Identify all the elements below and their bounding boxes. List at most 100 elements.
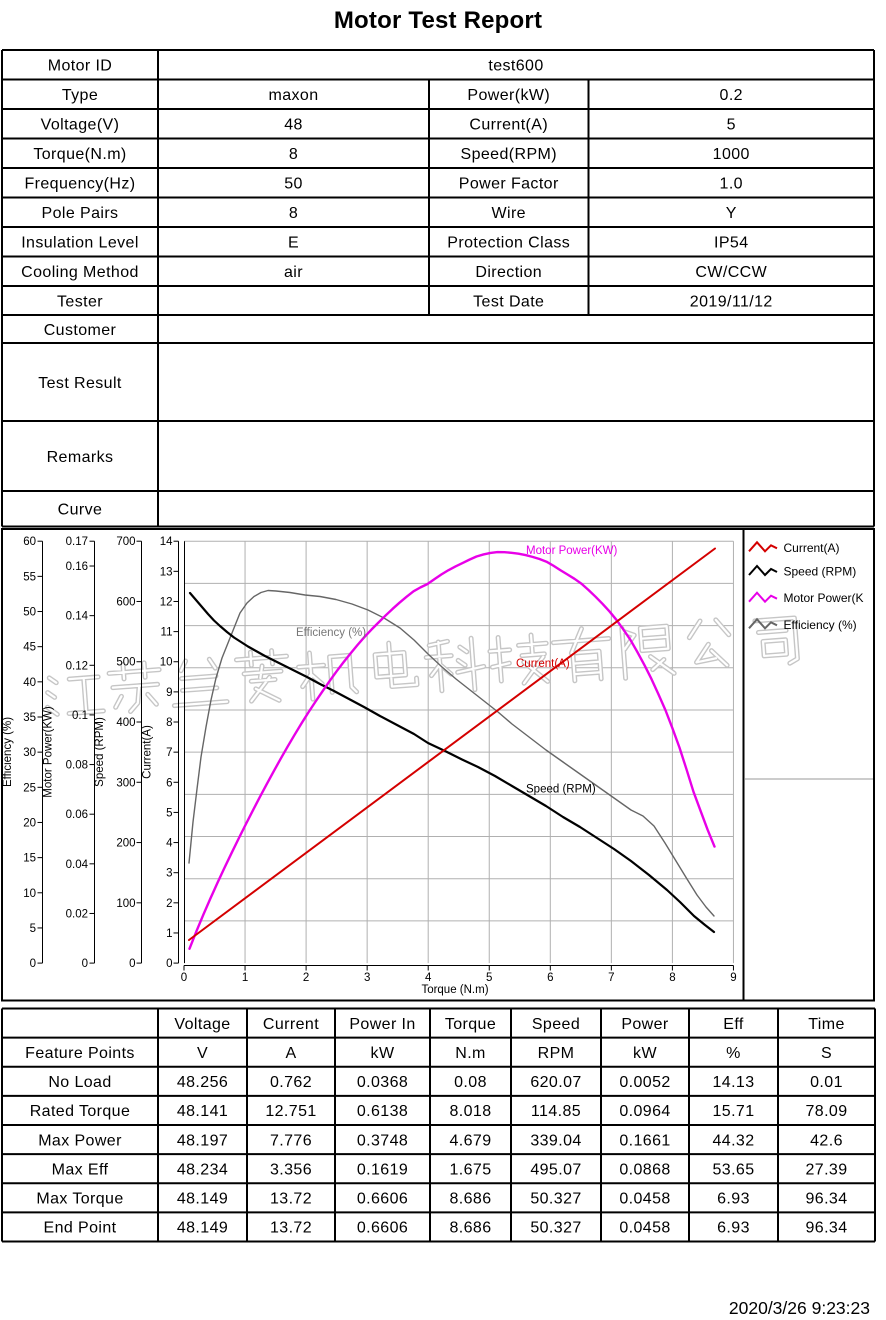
svg-text:44.32: 44.32 bbox=[712, 1132, 754, 1149]
svg-text:48.256: 48.256 bbox=[177, 1074, 228, 1091]
svg-text:1000: 1000 bbox=[713, 146, 750, 163]
svg-text:10: 10 bbox=[23, 888, 36, 900]
svg-text:CW/CCW: CW/CCW bbox=[695, 264, 767, 281]
svg-text:0.06: 0.06 bbox=[66, 809, 88, 821]
svg-text:test600: test600 bbox=[488, 58, 543, 75]
svg-text:15: 15 bbox=[23, 853, 36, 865]
svg-text:50: 50 bbox=[284, 176, 303, 193]
svg-text:5: 5 bbox=[727, 117, 736, 134]
svg-text:Pole Pairs: Pole Pairs bbox=[42, 205, 119, 222]
svg-text:Y: Y bbox=[726, 205, 737, 222]
svg-text:0: 0 bbox=[166, 958, 172, 970]
svg-text:0.2: 0.2 bbox=[720, 87, 743, 104]
svg-text:0.0868: 0.0868 bbox=[619, 1161, 670, 1178]
svg-text:8.686: 8.686 bbox=[449, 1220, 491, 1237]
svg-text:12.751: 12.751 bbox=[265, 1103, 316, 1120]
svg-text:Motor Power(KW): Motor Power(KW) bbox=[526, 545, 618, 557]
svg-text:Current(A): Current(A) bbox=[784, 541, 840, 555]
svg-text:40: 40 bbox=[23, 677, 36, 689]
svg-text:V: V bbox=[197, 1045, 208, 1062]
svg-text:48.149: 48.149 bbox=[177, 1191, 228, 1208]
svg-text:13.72: 13.72 bbox=[270, 1220, 312, 1237]
svg-text:1.675: 1.675 bbox=[449, 1161, 491, 1178]
svg-text:27.39: 27.39 bbox=[805, 1161, 847, 1178]
svg-text:0.0368: 0.0368 bbox=[357, 1074, 408, 1091]
svg-text:RPM: RPM bbox=[538, 1045, 575, 1062]
svg-text:6: 6 bbox=[547, 972, 553, 984]
svg-text:0.0052: 0.0052 bbox=[619, 1074, 670, 1091]
svg-text:53.65: 53.65 bbox=[712, 1161, 754, 1178]
svg-text:2020/3/26 9:23:23: 2020/3/26 9:23:23 bbox=[729, 1298, 870, 1318]
svg-text:End Point: End Point bbox=[44, 1220, 117, 1237]
svg-text:1.0: 1.0 bbox=[720, 176, 743, 193]
svg-text:0.6606: 0.6606 bbox=[357, 1191, 408, 1208]
svg-text:Torque(N.m): Torque(N.m) bbox=[33, 146, 126, 163]
svg-text:S: S bbox=[821, 1045, 832, 1062]
svg-text:Insulation Level: Insulation Level bbox=[21, 235, 139, 252]
svg-text:4: 4 bbox=[166, 838, 173, 850]
svg-text:Wire: Wire bbox=[492, 205, 526, 222]
svg-text:0: 0 bbox=[181, 972, 187, 984]
svg-text:48.197: 48.197 bbox=[177, 1132, 228, 1149]
svg-text:339.04: 339.04 bbox=[530, 1132, 581, 1149]
svg-text:0.1619: 0.1619 bbox=[357, 1161, 408, 1178]
svg-text:5: 5 bbox=[486, 972, 492, 984]
svg-text:11: 11 bbox=[161, 627, 173, 639]
svg-text:0.16: 0.16 bbox=[66, 561, 88, 573]
svg-text:0.0458: 0.0458 bbox=[619, 1220, 670, 1237]
svg-text:8: 8 bbox=[289, 205, 298, 222]
svg-text:3: 3 bbox=[364, 972, 370, 984]
svg-text:Current: Current bbox=[263, 1016, 319, 1033]
svg-text:Motor Power(KW): Motor Power(KW) bbox=[43, 706, 55, 798]
svg-text:2: 2 bbox=[303, 972, 309, 984]
svg-text:3: 3 bbox=[166, 868, 172, 880]
svg-text:0.1: 0.1 bbox=[72, 710, 88, 722]
svg-text:Rated Torque: Rated Torque bbox=[30, 1103, 131, 1120]
svg-text:8: 8 bbox=[669, 972, 675, 984]
svg-text:Test Date: Test Date bbox=[473, 293, 544, 310]
svg-text:0.1661: 0.1661 bbox=[619, 1132, 670, 1149]
svg-text:0.08: 0.08 bbox=[66, 760, 88, 772]
svg-text:600: 600 bbox=[116, 596, 135, 608]
svg-text:N.m: N.m bbox=[455, 1045, 486, 1062]
svg-text:1: 1 bbox=[166, 928, 172, 940]
svg-text:50.327: 50.327 bbox=[530, 1191, 581, 1208]
svg-text:Power(kW): Power(kW) bbox=[467, 87, 550, 104]
svg-text:114.85: 114.85 bbox=[531, 1103, 581, 1120]
svg-text:%: % bbox=[726, 1045, 741, 1062]
svg-text:Current(A): Current(A) bbox=[469, 117, 548, 134]
svg-text:Time: Time bbox=[808, 1016, 845, 1033]
svg-text:Voltage(V): Voltage(V) bbox=[41, 117, 120, 134]
svg-text:Protection Class: Protection Class bbox=[447, 235, 570, 252]
svg-text:50: 50 bbox=[23, 607, 36, 619]
svg-text:48.234: 48.234 bbox=[177, 1161, 228, 1178]
svg-text:300: 300 bbox=[116, 777, 135, 789]
svg-text:Max Power: Max Power bbox=[38, 1132, 122, 1149]
svg-text:2: 2 bbox=[166, 898, 172, 910]
svg-text:35: 35 bbox=[23, 712, 36, 724]
svg-text:7: 7 bbox=[608, 972, 614, 984]
svg-text:0.6138: 0.6138 bbox=[357, 1103, 408, 1120]
svg-text:14: 14 bbox=[160, 536, 173, 548]
svg-text:Tester: Tester bbox=[57, 293, 103, 310]
svg-text:0.01: 0.01 bbox=[810, 1074, 843, 1091]
svg-text:25: 25 bbox=[23, 782, 36, 794]
svg-text:45: 45 bbox=[23, 642, 36, 654]
svg-text:100: 100 bbox=[116, 898, 135, 910]
svg-text:Speed(RPM): Speed(RPM) bbox=[461, 146, 557, 163]
svg-text:6.93: 6.93 bbox=[717, 1191, 750, 1208]
svg-text:Customer: Customer bbox=[44, 322, 117, 339]
svg-text:13.72: 13.72 bbox=[270, 1191, 312, 1208]
svg-text:20: 20 bbox=[23, 817, 36, 829]
svg-text:Motor ID: Motor ID bbox=[48, 58, 113, 75]
svg-text:A: A bbox=[285, 1045, 296, 1062]
svg-text:4: 4 bbox=[425, 972, 432, 984]
svg-text:700: 700 bbox=[116, 536, 135, 548]
svg-text:Efficiency (%): Efficiency (%) bbox=[784, 618, 857, 632]
svg-text:Direction: Direction bbox=[475, 264, 542, 281]
svg-text:9: 9 bbox=[730, 972, 736, 984]
svg-text:Power In: Power In bbox=[349, 1016, 415, 1033]
svg-text:Test Result: Test Result bbox=[38, 375, 122, 392]
svg-text:8: 8 bbox=[289, 146, 298, 163]
svg-text:620.07: 620.07 bbox=[530, 1074, 581, 1091]
